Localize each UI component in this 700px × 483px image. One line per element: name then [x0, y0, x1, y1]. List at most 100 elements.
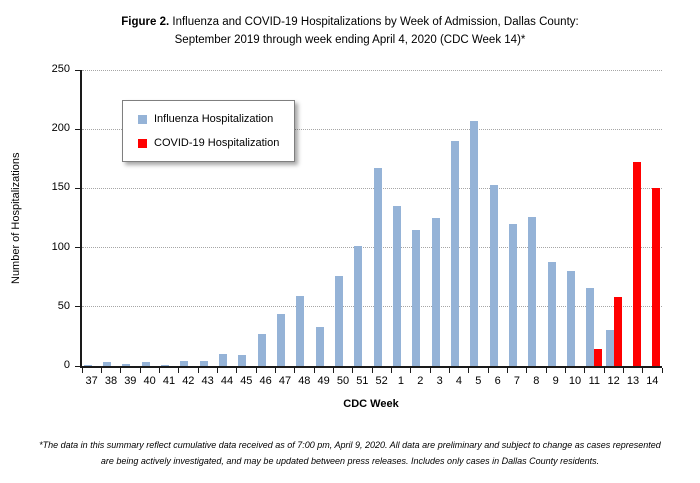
x-tick-label-38: 38	[104, 375, 118, 387]
y-tick-label-100: 100	[51, 240, 70, 253]
bar-covid19-week-13	[633, 162, 641, 366]
x-tick-label-48: 48	[298, 375, 311, 387]
covid19-swatch-icon	[138, 138, 147, 148]
x-axis-tick-20	[468, 368, 470, 373]
bar-influenza-week-3	[431, 218, 440, 366]
y-tick-label-250: 250	[51, 63, 70, 75]
x-axis-tick-30	[661, 368, 663, 373]
x-axis-tick-5	[178, 368, 180, 373]
gridline-50	[82, 306, 662, 308]
bar-influenza-week-12	[605, 330, 614, 366]
bar-influenza-week-43	[199, 361, 208, 366]
x-tick-label-5: 5	[475, 375, 482, 387]
plot-area: Influenza Hospitalization COVID-19 Hospit…	[80, 69, 662, 368]
x-axis-tick-4	[158, 368, 160, 373]
x-tick-label-42: 42	[182, 375, 195, 387]
figure-title-line2: September 2019 through week ending April…	[174, 34, 526, 47]
x-axis-tick-6	[197, 368, 199, 373]
bar-influenza-week-52	[373, 168, 382, 366]
gridline-100	[82, 247, 662, 249]
gridline-250	[82, 69, 662, 71]
gridline-150	[82, 187, 662, 189]
x-axis-tick-13	[332, 368, 334, 373]
y-axis-tick-200	[75, 128, 80, 130]
bar-covid19-week-12	[613, 297, 622, 366]
y-axis-tick-150	[75, 187, 80, 189]
x-axis-tick-10	[274, 368, 276, 373]
x-tick-label-11: 11	[588, 375, 601, 387]
legend-label-influenza: Influenza Hospitalization	[154, 113, 274, 125]
x-tick-label-41: 41	[162, 375, 176, 387]
bar-influenza-week-6	[489, 184, 498, 366]
x-tick-label-6: 6	[494, 375, 501, 387]
x-axis-tick-8	[236, 368, 238, 373]
x-tick-label-43: 43	[201, 375, 214, 387]
x-axis-tick-21	[487, 368, 489, 373]
y-tick-label-200: 200	[51, 122, 70, 135]
bar-influenza-week-8	[528, 216, 537, 366]
figure-title-text: Influenza and COVID-19 Hospitalizations …	[169, 16, 579, 28]
x-tick-label-39: 39	[124, 375, 137, 387]
x-axis-tick-28	[622, 368, 624, 373]
x-axis-tick-19	[448, 368, 450, 373]
x-axis-tick-1	[100, 368, 102, 373]
bar-influenza-week-42	[180, 361, 189, 366]
figure-title-prefix: Figure 2.	[121, 16, 170, 28]
x-axis-tick-27	[603, 368, 605, 373]
x-tick-label-46: 46	[259, 375, 272, 387]
x-axis-tick-7	[216, 368, 218, 373]
y-tick-label-0: 0	[63, 359, 70, 371]
influenza-swatch-icon	[138, 114, 147, 124]
x-tick-label-9: 9	[552, 375, 559, 387]
bar-influenza-week-50	[335, 276, 343, 366]
bar-influenza-week-48	[296, 296, 305, 366]
bar-influenza-week-9	[547, 261, 556, 366]
x-axis-tick-22	[506, 368, 508, 373]
x-tick-label-47: 47	[278, 375, 292, 387]
x-tick-label-2: 2	[417, 375, 424, 387]
x-tick-label-44: 44	[220, 375, 234, 387]
bar-influenza-week-1	[393, 206, 401, 366]
y-axis-tick-50	[75, 306, 80, 308]
x-axis-tick-26	[584, 368, 586, 373]
x-tick-label-1: 1	[397, 375, 405, 387]
x-axis-tick-15	[371, 368, 373, 373]
y-tick-label-50: 50	[57, 299, 70, 312]
x-axis-tick-17	[410, 368, 412, 373]
x-axis-tick-12	[313, 368, 315, 373]
bar-influenza-week-49	[315, 326, 324, 366]
x-axis-tick-9	[255, 368, 257, 373]
bar-influenza-week-41	[161, 364, 169, 366]
bar-influenza-week-2	[412, 229, 421, 366]
x-tick-label-14: 14	[646, 375, 659, 387]
bar-influenza-week-39	[122, 363, 131, 366]
bar-influenza-week-44	[219, 354, 227, 366]
x-tick-label-10: 10	[568, 375, 582, 387]
y-axis-tick-100	[75, 247, 80, 249]
bar-influenza-week-40	[141, 362, 150, 366]
x-tick-label-13: 13	[626, 375, 640, 387]
y-axis-tick-250	[75, 69, 80, 71]
x-axis-tick-24	[545, 368, 547, 373]
x-axis-tick-23	[526, 368, 528, 373]
x-tick-label-3: 3	[436, 375, 443, 387]
legend-box: Influenza Hospitalization COVID-19 Hospit…	[122, 100, 295, 162]
x-axis-tick-29	[642, 368, 644, 373]
bar-covid19-week-14	[652, 188, 661, 366]
bar-influenza-week-7	[509, 223, 517, 366]
x-tick-label-4: 4	[455, 375, 463, 387]
x-tick-label-8: 8	[533, 375, 540, 387]
x-axis-tick-14	[352, 368, 354, 373]
bar-influenza-week-37	[83, 364, 92, 366]
x-axis-title: CDC Week	[343, 398, 399, 410]
bar-influenza-week-47	[277, 313, 285, 366]
x-axis-tick-3	[139, 368, 141, 373]
bar-influenza-week-51	[354, 246, 363, 366]
x-tick-label-52: 52	[375, 375, 388, 387]
legend-label-covid19: COVID-19 Hospitalization	[154, 137, 280, 149]
bar-influenza-week-10	[567, 271, 575, 366]
gridline-200	[82, 128, 662, 130]
bar-influenza-week-5	[470, 120, 479, 366]
x-tick-label-40: 40	[143, 375, 156, 387]
